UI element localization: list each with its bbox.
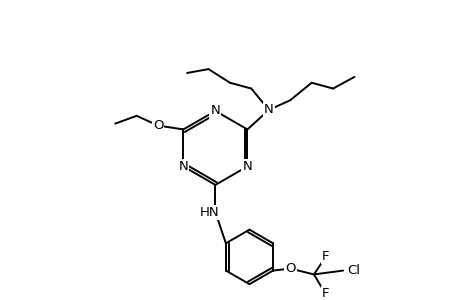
Text: N: N <box>210 104 220 117</box>
Text: O: O <box>152 119 163 132</box>
Text: HN: HN <box>199 206 219 219</box>
Text: F: F <box>321 287 329 300</box>
Text: F: F <box>321 250 329 263</box>
Text: N: N <box>242 160 252 173</box>
Text: Cl: Cl <box>346 264 359 277</box>
Text: N: N <box>178 160 188 173</box>
Text: O: O <box>285 262 295 275</box>
Text: N: N <box>263 103 273 116</box>
